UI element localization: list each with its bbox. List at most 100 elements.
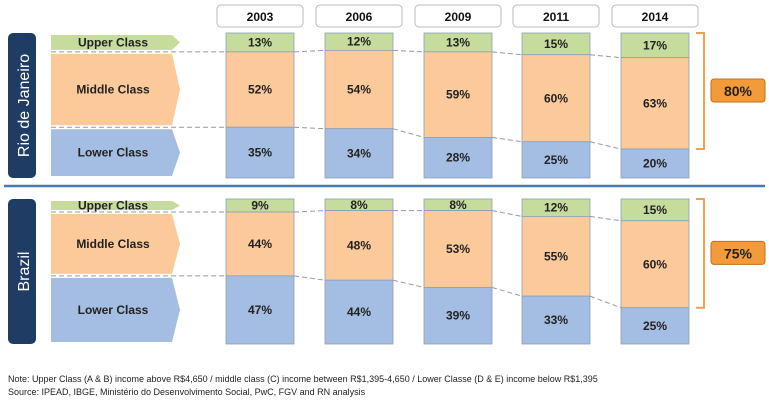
data-label: 47% [248,303,272,317]
data-label: 35% [248,146,272,160]
bar-segment [620,57,690,150]
class-arrow-middle-class [51,214,180,274]
data-label: 60% [544,91,568,105]
bar-segment [225,211,295,277]
data-label: 28% [446,151,470,165]
total-badge-label: 80% [724,83,753,99]
class-label: Middle Class [76,237,150,251]
bar-segment [324,50,394,130]
panel-label-box [8,33,36,178]
year-label-box [315,4,403,28]
data-label: 25% [643,319,667,333]
class-label: Upper Class [78,199,148,213]
bar-segment [423,210,493,288]
bar-segment [620,148,690,179]
data-label: 60% [643,257,667,271]
data-label: 15% [643,203,667,217]
total-badge-label: 75% [724,245,753,261]
total-badge [710,78,766,103]
panel-label-box [8,199,36,344]
data-label: 34% [347,146,371,160]
data-label: 25% [544,153,568,167]
class-label: Lower Class [78,146,149,160]
connector-line [392,49,425,53]
connector-line [293,126,326,130]
class-arrow-upper-class [51,201,180,211]
bar-segment [620,220,690,309]
connector-line [293,210,326,213]
connector-line [589,215,622,222]
data-label: 59% [446,88,470,102]
year-label-box [216,4,304,28]
data-label: 8% [449,198,467,212]
bracket [696,198,705,309]
year-label-box [414,4,502,28]
bar-segment [620,307,690,345]
bracket [696,32,705,150]
bar-segment [423,287,493,345]
data-label: 9% [251,199,269,213]
year-label-box [611,4,699,28]
bar-segment [521,54,591,143]
panel-label: Brazil [16,251,33,291]
data-label: 44% [248,237,272,251]
year-label: 2011 [543,10,569,24]
bar-segment [521,215,591,297]
data-label: 33% [544,313,568,327]
data-label: 17% [643,38,667,52]
class-arrow-lower-class [51,277,180,342]
bar-segment [521,141,591,179]
connector-line [293,49,326,53]
connector-line [392,279,425,288]
data-label: 13% [446,35,470,49]
data-label: 39% [446,309,470,323]
year-label: 2014 [642,10,669,24]
bar-segment [423,136,493,179]
bar-segment [225,126,295,179]
data-label: 54% [347,83,371,97]
data-label: 12% [347,35,371,49]
connector-line [491,286,523,297]
data-label: 44% [347,305,371,319]
connector-line [589,141,622,150]
class-label: Middle Class [76,83,150,97]
bar-segment [521,295,591,345]
source-note: Source: IPEAD, IBGE, Ministério do Desen… [8,387,366,397]
total-badge [710,240,766,265]
bar-segment [324,128,394,179]
connector-line [589,54,622,59]
connector-line [491,51,523,56]
footnote: Note: Upper Class (A & B) income above R… [8,374,598,384]
bar-segment [620,32,690,59]
connector-line [392,128,425,138]
bar-segment [423,51,493,138]
data-label: 15% [544,37,568,51]
bar-segment [225,51,295,128]
data-label: 12% [544,201,568,215]
class-label: Upper Class [78,35,148,49]
connector-line [491,210,523,217]
bar-segment [324,279,394,345]
year-label: 2009 [445,10,472,24]
data-label: 48% [347,238,371,252]
panel-label: Rio de Janeiro [16,54,33,157]
data-label: 13% [248,35,272,49]
class-arrow-upper-class [51,35,180,50]
data-label: 52% [248,83,272,97]
data-label: 55% [544,249,568,263]
stacked-bar-chart: 2003 2006 2009 2011 2014 Rio de Janeiro Upper … [4,4,766,345]
class-label: Lower Class [78,303,149,317]
class-arrow-middle-class [51,53,180,126]
bar-segment [225,275,295,345]
connector-line [491,136,523,143]
bar-segment [324,210,394,281]
data-label: 63% [643,96,667,110]
data-label: 8% [350,198,368,212]
year-label-box [512,4,600,28]
data-label: 20% [643,157,667,171]
connector-line [293,275,326,281]
connector-line [589,295,622,309]
year-label: 2003 [247,10,274,24]
class-arrow-lower-class [51,129,180,176]
year-label: 2006 [346,10,373,24]
